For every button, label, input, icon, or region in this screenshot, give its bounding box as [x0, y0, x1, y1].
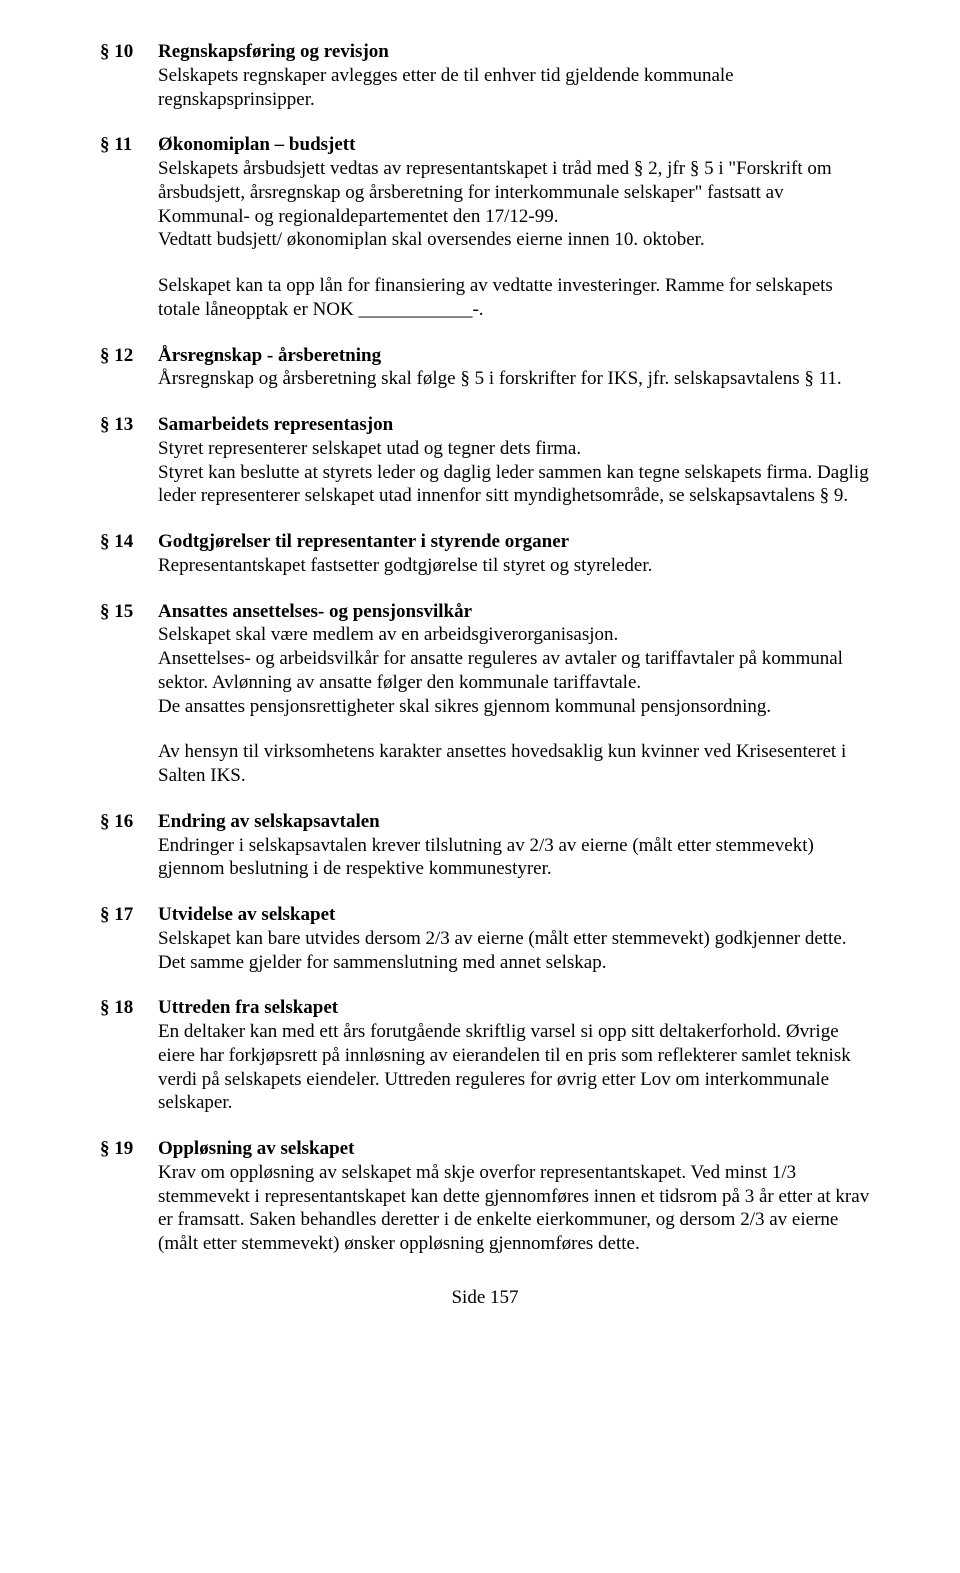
section-number: § 17 — [100, 903, 158, 927]
section-body: Uttreden fra selskapet En deltaker kan m… — [158, 996, 870, 1115]
section-paragraph: Selskapets regnskaper avlegges etter de … — [158, 64, 870, 112]
section-title: Ansattes ansettelses- og pensjonsvilkår — [158, 600, 870, 624]
section-number: § 12 — [100, 344, 158, 368]
section-17: § 17 Utvidelse av selskapet Selskapet ka… — [100, 903, 870, 974]
section-19: § 19 Oppløsning av selskapet Krav om opp… — [100, 1137, 870, 1256]
section-title: Uttreden fra selskapet — [158, 996, 870, 1020]
section-number: § 19 — [100, 1137, 158, 1161]
section-body: Samarbeidets representasjon Styret repre… — [158, 413, 870, 508]
section-paragraph: Selskapet kan bare utvides dersom 2/3 av… — [158, 927, 870, 975]
section-paragraph: Årsregnskap og årsberetning skal følge §… — [158, 367, 870, 391]
section-11: § 11 Økonomiplan – budsjett Selskapets å… — [100, 133, 870, 321]
section-number: § 15 — [100, 600, 158, 624]
section-paragraph: Krav om oppløsning av selskapet må skje … — [158, 1161, 870, 1256]
section-body: Utvidelse av selskapet Selskapet kan bar… — [158, 903, 870, 974]
section-paragraph: Av hensyn til virksomhetens karakter ans… — [158, 740, 870, 788]
section-title: Godtgjørelser til representanter i styre… — [158, 530, 870, 554]
section-number: § 16 — [100, 810, 158, 834]
section-body: Regnskapsføring og revisjon Selskapets r… — [158, 40, 870, 111]
document-page: § 10 Regnskapsføring og revisjon Selskap… — [0, 0, 960, 1350]
section-title: Årsregnskap - årsberetning — [158, 344, 870, 368]
section-body: Ansattes ansettelses- og pensjonsvilkår … — [158, 600, 870, 788]
section-paragraph: Selskapets årsbudsjett vedtas av represe… — [158, 157, 870, 252]
section-12: § 12 Årsregnskap - årsberetning Årsregns… — [100, 344, 870, 392]
section-title: Samarbeidets representasjon — [158, 413, 870, 437]
section-13: § 13 Samarbeidets representasjon Styret … — [100, 413, 870, 508]
section-number: § 11 — [100, 133, 158, 157]
section-title: Regnskapsføring og revisjon — [158, 40, 870, 64]
section-number: § 10 — [100, 40, 158, 64]
section-body: Årsregnskap - årsberetning Årsregnskap o… — [158, 344, 870, 392]
section-body: Godtgjørelser til representanter i styre… — [158, 530, 870, 578]
section-14: § 14 Godtgjørelser til representanter i … — [100, 530, 870, 578]
section-paragraph: Styret representerer selskapet utad og t… — [158, 437, 870, 508]
section-title: Økonomiplan – budsjett — [158, 133, 870, 157]
section-paragraph: En deltaker kan med ett års forutgående … — [158, 1020, 870, 1115]
section-paragraph: Selskapet kan ta opp lån for finansierin… — [158, 274, 870, 322]
section-number: § 13 — [100, 413, 158, 437]
section-title: Endring av selskapsavtalen — [158, 810, 870, 834]
section-paragraph: Selskapet skal være medlem av en arbeids… — [158, 623, 870, 718]
section-body: Endring av selskapsavtalen Endringer i s… — [158, 810, 870, 881]
section-paragraph: Representantskapet fastsetter godtgjørel… — [158, 554, 870, 578]
section-15: § 15 Ansattes ansettelses- og pensjonsvi… — [100, 600, 870, 788]
section-title: Utvidelse av selskapet — [158, 903, 870, 927]
section-body: Økonomiplan – budsjett Selskapets årsbud… — [158, 133, 870, 321]
section-title: Oppløsning av selskapet — [158, 1137, 870, 1161]
section-paragraph: Endringer i selskapsavtalen krever tilsl… — [158, 834, 870, 882]
section-body: Oppløsning av selskapet Krav om oppløsni… — [158, 1137, 870, 1256]
section-number: § 14 — [100, 530, 158, 554]
section-16: § 16 Endring av selskapsavtalen Endringe… — [100, 810, 870, 881]
page-footer: Side 157 — [100, 1286, 870, 1310]
section-18: § 18 Uttreden fra selskapet En deltaker … — [100, 996, 870, 1115]
section-number: § 18 — [100, 996, 158, 1020]
section-10: § 10 Regnskapsføring og revisjon Selskap… — [100, 40, 870, 111]
